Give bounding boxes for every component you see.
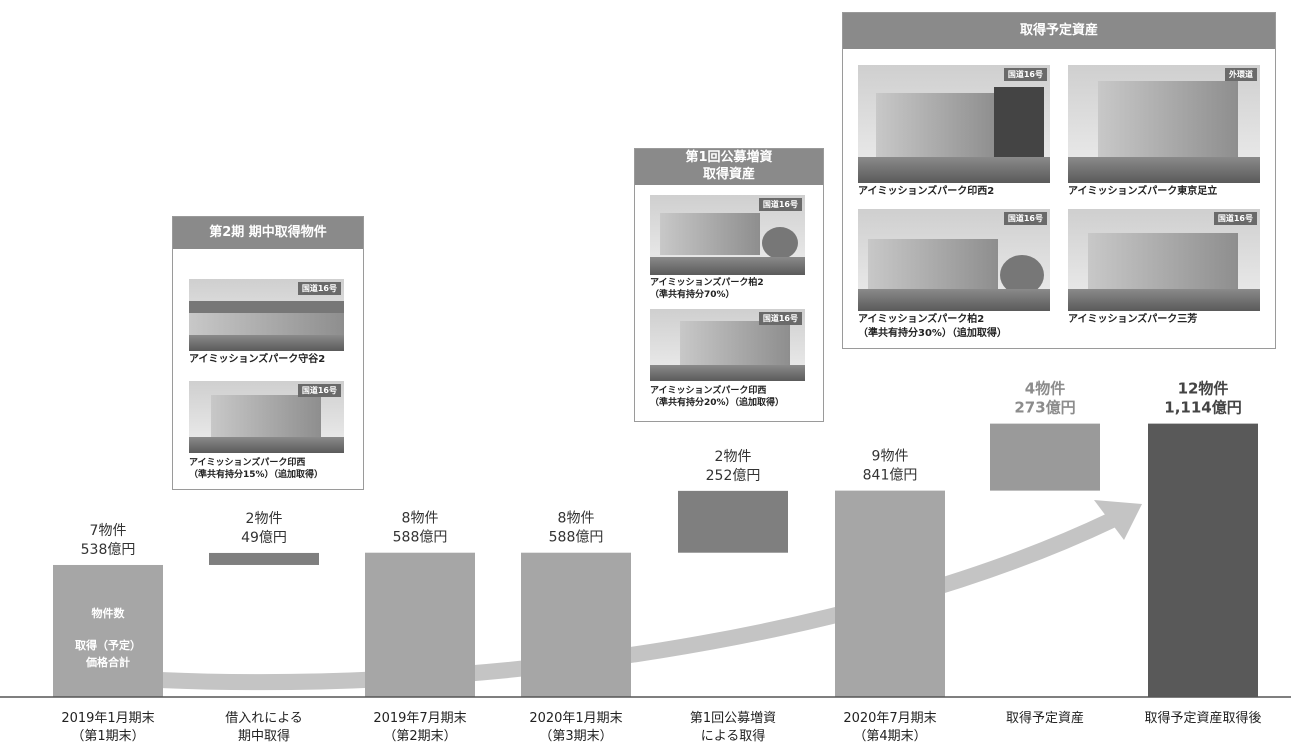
category-label: 期中取得 xyxy=(238,728,290,744)
bar xyxy=(53,564,163,697)
route16-badge: 国道16号 xyxy=(758,312,802,325)
photo-kashiwa2: 国道16号 xyxy=(650,195,805,275)
data-label-value: 588億円 xyxy=(549,530,604,546)
bar xyxy=(521,552,631,697)
photo-miyoshi: 国道16号 xyxy=(1068,209,1260,311)
category-label: （第2期末） xyxy=(383,729,456,744)
route16-badge: 国道16号 xyxy=(758,198,802,211)
data-label-count: 4物件 xyxy=(1025,380,1065,398)
data-label-value: 841億円 xyxy=(863,468,918,484)
data-label-count: 9物件 xyxy=(872,449,909,465)
category-label: 第1回公募増資 xyxy=(690,711,776,726)
category-label: （第4期末） xyxy=(853,729,926,744)
photo-inzai-additional: 国道16号 xyxy=(650,309,805,381)
category-label: 2020年7月期末 xyxy=(843,711,936,726)
category-label: 借入れによる xyxy=(225,711,303,726)
data-label-count: 2物件 xyxy=(715,449,752,465)
category-label: （第1期末） xyxy=(71,729,144,744)
data-label-count: 8物件 xyxy=(402,511,439,527)
route16-badge: 国道16号 xyxy=(1003,68,1047,81)
box-planned-title: 取得予定資産 xyxy=(843,13,1275,49)
bar-legend-text: 取得（予定） xyxy=(75,638,141,652)
photo-caption: アイミッションズパーク守谷2 xyxy=(189,354,326,365)
route16-badge: 国道16号 xyxy=(297,384,341,397)
bar xyxy=(990,423,1100,491)
data-label-value: 252億円 xyxy=(706,468,761,484)
data-label-count: 12物件 xyxy=(1178,380,1229,398)
photo-caption: アイミッションズパーク東京足立 xyxy=(1068,186,1218,197)
bar xyxy=(209,552,319,565)
photo-inzai: 国道16号 xyxy=(189,381,344,453)
data-label-value: 273億円 xyxy=(1014,399,1075,417)
photo-caption: アイミッションズパーク印西 （準共有持分15%）（追加取得） xyxy=(189,458,324,481)
bar xyxy=(1148,423,1258,697)
box-planned-acquisitions: 取得予定資産 国道16号 アイミッションズパーク印西2 外環道 アイミッションズ… xyxy=(842,12,1276,349)
photo-caption: アイミッションズパーク三芳 xyxy=(1068,314,1198,325)
route16-badge: 国道16号 xyxy=(297,282,341,295)
route16-badge: 国道16号 xyxy=(1003,212,1047,225)
photo-caption: アイミッションズパーク柏2 （準共有持分30%）（追加取得） xyxy=(858,314,1007,339)
photo-inzai2: 国道16号 xyxy=(858,65,1050,183)
photo-caption: アイミッションズパーク印西 （準共有持分20%）（追加取得） xyxy=(650,386,785,409)
category-label: 2019年1月期末 xyxy=(61,711,154,726)
data-label-count: 7物件 xyxy=(90,523,127,539)
bar xyxy=(365,552,475,697)
category-label: による取得 xyxy=(701,728,766,744)
data-label-count: 8物件 xyxy=(558,511,595,527)
photo-kashiwa2-additional: 国道16号 xyxy=(858,209,1050,311)
category-label: （第3期末） xyxy=(539,729,612,744)
growth-arrow xyxy=(152,512,1120,691)
box-public-offering-acquisitions: 第1回公募増資 取得資産 国道16号 アイミッションズパーク柏2 （準共有持分7… xyxy=(634,148,824,422)
box-public-offering-title: 第1回公募増資 取得資産 xyxy=(635,149,823,185)
data-label-count: 2物件 xyxy=(246,511,283,527)
data-label-value: 588億円 xyxy=(393,530,448,546)
bar-legend-text: 価格合計 xyxy=(85,655,130,669)
photo-tokyo-adachi: 外環道 xyxy=(1068,65,1260,183)
growth-arrow-head xyxy=(1094,500,1142,540)
bar xyxy=(678,490,788,553)
photo-caption: アイミッションズパーク柏2 （準共有持分70%） xyxy=(650,278,764,301)
box-period2-title: 第2期 期中取得物件 xyxy=(173,217,363,249)
bar-legend-text: 物件数 xyxy=(92,606,126,620)
data-label-value: 1,114億円 xyxy=(1164,399,1241,417)
data-label-value: 49億円 xyxy=(241,530,287,546)
box-period2-acquisitions: 第2期 期中取得物件 国道16号 アイミッションズパーク守谷2 国道16号 アイ… xyxy=(172,216,364,490)
data-label-value: 538億円 xyxy=(81,542,136,558)
category-label: 取得予定資産取得後 xyxy=(1144,710,1261,726)
route16-badge: 国道16号 xyxy=(1213,212,1257,225)
photo-moriya2: 国道16号 xyxy=(189,279,344,351)
category-label: 2019年7月期末 xyxy=(373,711,466,726)
category-label: 取得予定資産 xyxy=(1006,710,1084,726)
gaikando-badge: 外環道 xyxy=(1225,68,1257,81)
bar xyxy=(835,490,945,697)
photo-caption: アイミッションズパーク印西2 xyxy=(858,186,995,197)
category-label: 2020年1月期末 xyxy=(529,711,622,726)
